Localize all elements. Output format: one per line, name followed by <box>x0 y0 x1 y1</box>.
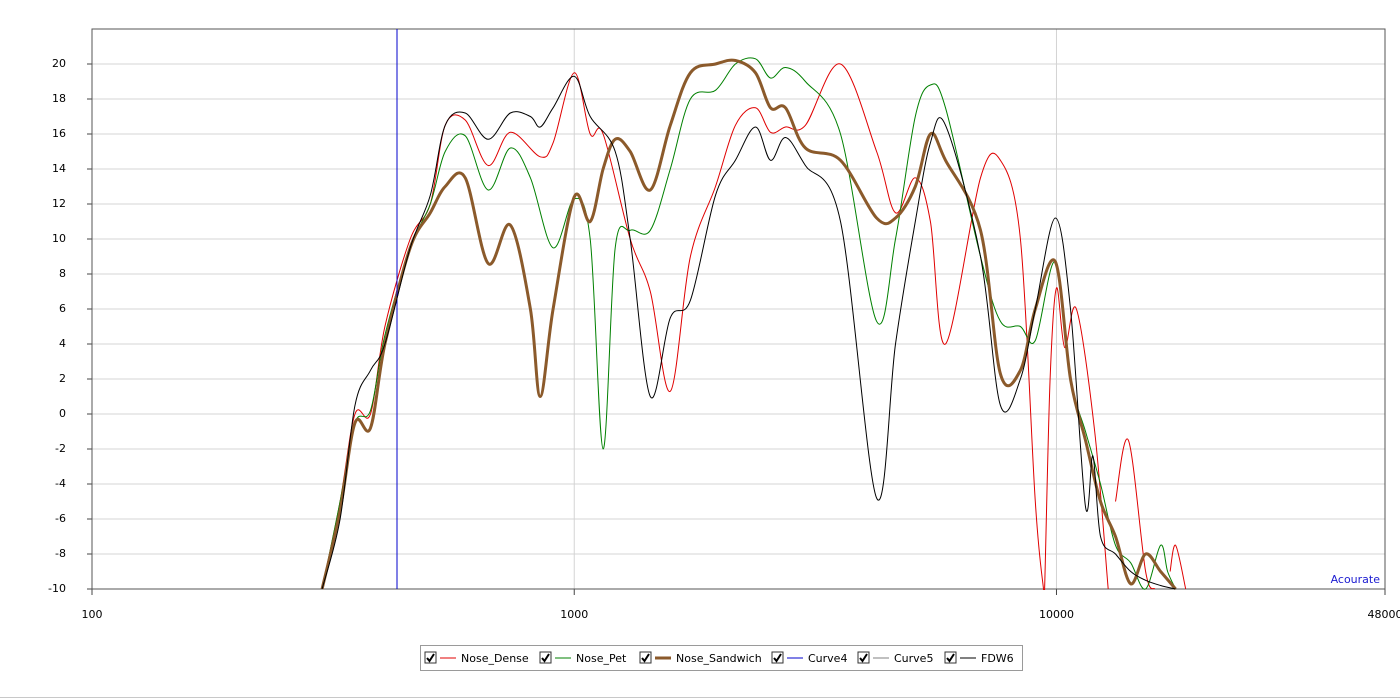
y-tick-label: 2 <box>59 372 66 385</box>
y-tick-label: 6 <box>59 302 66 315</box>
checkbox-check <box>859 653 868 663</box>
series-line <box>320 58 1177 590</box>
y-tick-label: -6 <box>55 512 66 525</box>
y-tick-label: -8 <box>55 547 66 560</box>
plot-frame <box>91 28 1386 590</box>
y-tick-label: 20 <box>52 57 66 70</box>
annotation: Acourate <box>1331 573 1381 586</box>
y-tick-label: 16 <box>52 127 66 140</box>
legend-checkbox[interactable] <box>639 651 652 664</box>
legend-item[interactable]: Nose_Sandwich <box>639 651 762 665</box>
y-tick-label: 12 <box>52 197 66 210</box>
checkbox-check <box>541 653 550 663</box>
y-tick-label: -10 <box>48 582 66 595</box>
legend-item[interactable]: FDW6 <box>944 651 1014 665</box>
series-line <box>321 75 1176 590</box>
x-tick-label: 10000 <box>1039 608 1074 621</box>
y-tick-label: 18 <box>52 92 66 105</box>
y-tick-label: 4 <box>59 337 66 350</box>
series-line <box>321 63 1187 590</box>
x-tick-label: 1000 <box>560 608 588 621</box>
checkbox-check <box>773 653 782 663</box>
y-tick-label: 10 <box>52 232 66 245</box>
legend-label: FDW6 <box>981 652 1014 665</box>
y-tick-label: -2 <box>55 442 66 455</box>
legend-item[interactable]: Nose_Pet <box>539 651 627 665</box>
legend-checkbox[interactable] <box>539 651 552 664</box>
x-tick-label: 100 <box>82 608 103 621</box>
y-tick-label: 14 <box>52 162 66 175</box>
y-tick-label: 8 <box>59 267 66 280</box>
checkbox-check <box>641 653 650 663</box>
x-tick-label: 48000 <box>1368 608 1400 621</box>
legend-box <box>420 645 1023 671</box>
y-tick-label: 0 <box>59 407 66 420</box>
legend-item[interactable]: Curve5 <box>857 651 933 665</box>
checkbox-check <box>426 653 435 663</box>
legend-item[interactable]: Nose_Dense <box>424 651 529 665</box>
legend-label: Nose_Dense <box>461 652 529 665</box>
legend-label: Nose_Sandwich <box>676 652 762 665</box>
legend-checkbox[interactable] <box>857 651 870 664</box>
checkbox-check <box>946 653 955 663</box>
legend-checkbox[interactable] <box>771 651 784 664</box>
legend-label: Nose_Pet <box>576 652 627 665</box>
legend-checkbox[interactable] <box>944 651 957 664</box>
legend-label: Curve4 <box>808 652 847 665</box>
legend-label: Curve5 <box>894 652 933 665</box>
legend-item[interactable]: Curve4 <box>771 651 847 665</box>
legend-checkbox[interactable] <box>424 651 437 664</box>
y-tick-label: -4 <box>55 477 66 490</box>
